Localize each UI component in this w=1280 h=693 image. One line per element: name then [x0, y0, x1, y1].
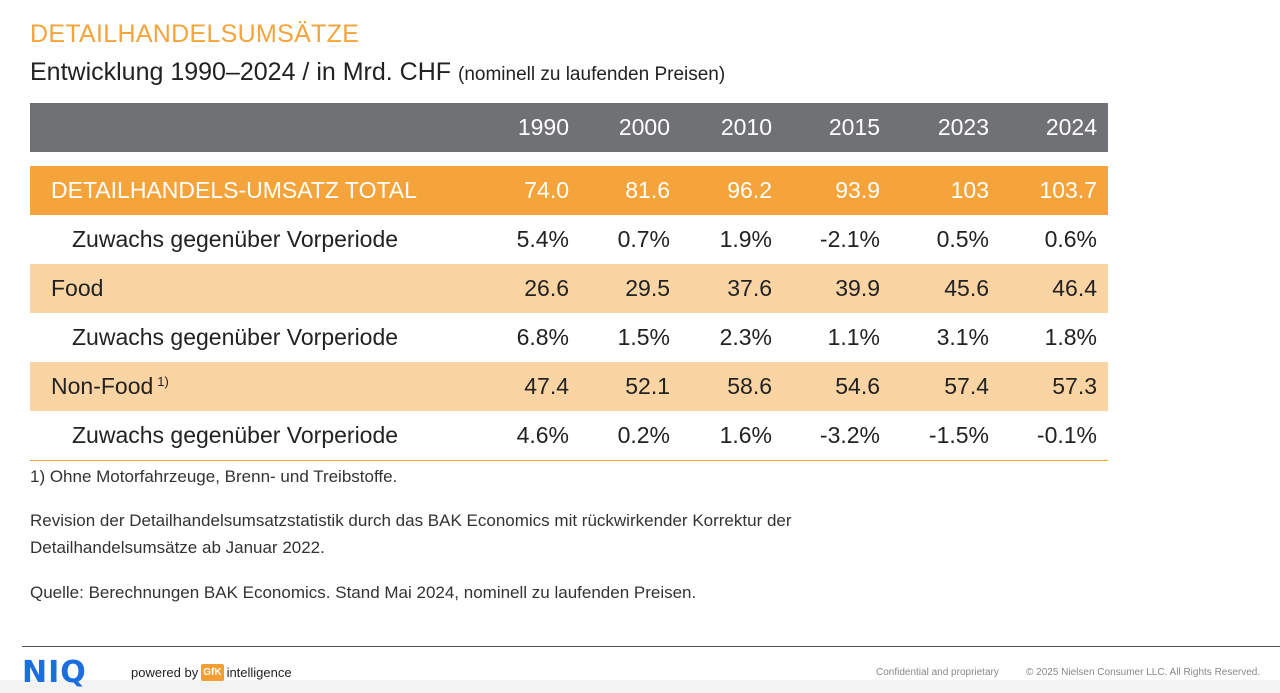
table-cell: 1.8%	[1044, 324, 1097, 350]
table-row-food: Food 26.6 29.5 37.6 39.9 45.6 46.4	[30, 264, 1108, 313]
table-cell: 1.6%	[719, 422, 772, 448]
table-cell: 0.7%	[617, 226, 670, 252]
copyright-note: © 2025 Nielsen Consumer LLC. All Rights …	[1026, 667, 1261, 678]
row-label: Zuwachs gegenüber Vorperiode	[72, 226, 399, 252]
table-cell: 57.4	[944, 373, 989, 399]
table-cell: 5.4%	[516, 226, 569, 252]
footnote-1: 1) Ohne Motorfahrzeuge, Brenn- und Treib…	[30, 467, 398, 486]
footer-bar	[0, 680, 1280, 693]
table-row-non-food: Non-Food 1) 47.4 52.1 58.6 54.6 57.4 57.3	[30, 362, 1108, 411]
row-label: Non-Food 1)	[51, 373, 169, 400]
footnote-mark: 1)	[157, 374, 169, 389]
table-cell: 1.5%	[617, 324, 670, 350]
table-row-growth: Zuwachs gegenüber Vorperiode 4.6% 0.2% 1…	[30, 411, 1108, 460]
subtitle-main: Entwicklung 1990–2024 / in Mrd. CHF	[30, 58, 452, 86]
table-cell: 58.6	[727, 373, 772, 399]
powered-by: powered by GfK intelligence	[131, 664, 292, 681]
table-cell: -1.5%	[928, 422, 989, 448]
table-cell: 45.6	[944, 275, 989, 301]
table-row-growth: Zuwachs gegenüber Vorperiode 5.4% 0.7% 1…	[30, 215, 1108, 264]
confidential-note: Confidential and proprietary	[876, 667, 999, 678]
table-cell: 1.1%	[827, 324, 880, 350]
table-cell: 0.5%	[936, 226, 989, 252]
table-cell: -2.1%	[819, 226, 880, 252]
table-cell: 2.3%	[719, 324, 772, 350]
table-cell: 29.5	[625, 275, 670, 301]
table-row-total: DETAILHANDELS-UMSATZ TOTAL 74.0 81.6 96.…	[30, 166, 1108, 215]
table-cell: 46.4	[1052, 275, 1097, 301]
table-cell: 57.3	[1052, 373, 1097, 399]
page-subtitle: Entwicklung 1990–2024 / in Mrd. CHF (nom…	[30, 58, 725, 87]
table-cell: 96.2	[727, 177, 772, 203]
table-cell: 37.6	[727, 275, 772, 301]
table-cell: 6.8%	[516, 324, 569, 350]
table-cell: 1.9%	[719, 226, 772, 252]
header-year: 1990	[517, 114, 569, 140]
table-cell: 74.0	[524, 177, 569, 203]
header-year: 2010	[720, 114, 772, 140]
page-title: DETAILHANDELSUMSÄTZE	[30, 20, 360, 48]
source-note: Quelle: Berechnungen BAK Economics. Stan…	[30, 583, 697, 602]
table-cell: 3.1%	[936, 324, 989, 350]
row-label: Zuwachs gegenüber Vorperiode	[72, 422, 399, 448]
table-row-growth: Zuwachs gegenüber Vorperiode 6.8% 1.5% 2…	[30, 313, 1108, 362]
row-label: Food	[51, 275, 104, 301]
table-cell: 103	[950, 177, 989, 203]
header-year: 2023	[937, 114, 989, 140]
subtitle-note: (nominell zu laufenden Preisen)	[458, 64, 726, 85]
table-cell: -3.2%	[819, 422, 880, 448]
row-label-text: Non-Food	[51, 373, 154, 399]
table-cell: 54.6	[835, 373, 880, 399]
table-cell: 4.6%	[516, 422, 569, 448]
footer-divider	[22, 646, 1280, 647]
row-label: DETAILHANDELS-UMSATZ TOTAL	[51, 177, 417, 203]
header-year: 2015	[828, 114, 880, 140]
table-header-row: 1990 2000 2010 2015 2023 2024	[30, 103, 1108, 152]
revision-note: Revision der Detailhandelsumsatzstatisti…	[30, 507, 792, 561]
header-year: 2000	[618, 114, 670, 140]
gfk-logo: GfK	[201, 664, 224, 681]
retail-sales-table: 1990 2000 2010 2015 2023 2024 DETAILHAND…	[30, 103, 1108, 461]
table-cell: 103.7	[1039, 177, 1097, 203]
powered-by-text: powered by	[131, 665, 199, 680]
niq-logo: NIQ	[22, 655, 87, 690]
table-cell: 39.9	[835, 275, 880, 301]
table-cell: 26.6	[524, 275, 569, 301]
table-cell: 93.9	[835, 177, 880, 203]
table-cell: 0.2%	[617, 422, 670, 448]
revision-line-1: Revision der Detailhandelsumsatzstatisti…	[30, 511, 792, 530]
revision-line-2: Detailhandelsumsätze ab Januar 2022.	[30, 538, 325, 557]
header-year: 2024	[1045, 114, 1097, 140]
table-cell: -0.1%	[1036, 422, 1097, 448]
row-label: Zuwachs gegenüber Vorperiode	[72, 324, 399, 350]
intelligence-text: intelligence	[226, 665, 292, 680]
table-cell: 0.6%	[1044, 226, 1097, 252]
table-cell: 52.1	[625, 373, 670, 399]
table-cell: 81.6	[625, 177, 670, 203]
table-bottom-rule	[30, 460, 1108, 461]
table-cell: 47.4	[524, 373, 569, 399]
